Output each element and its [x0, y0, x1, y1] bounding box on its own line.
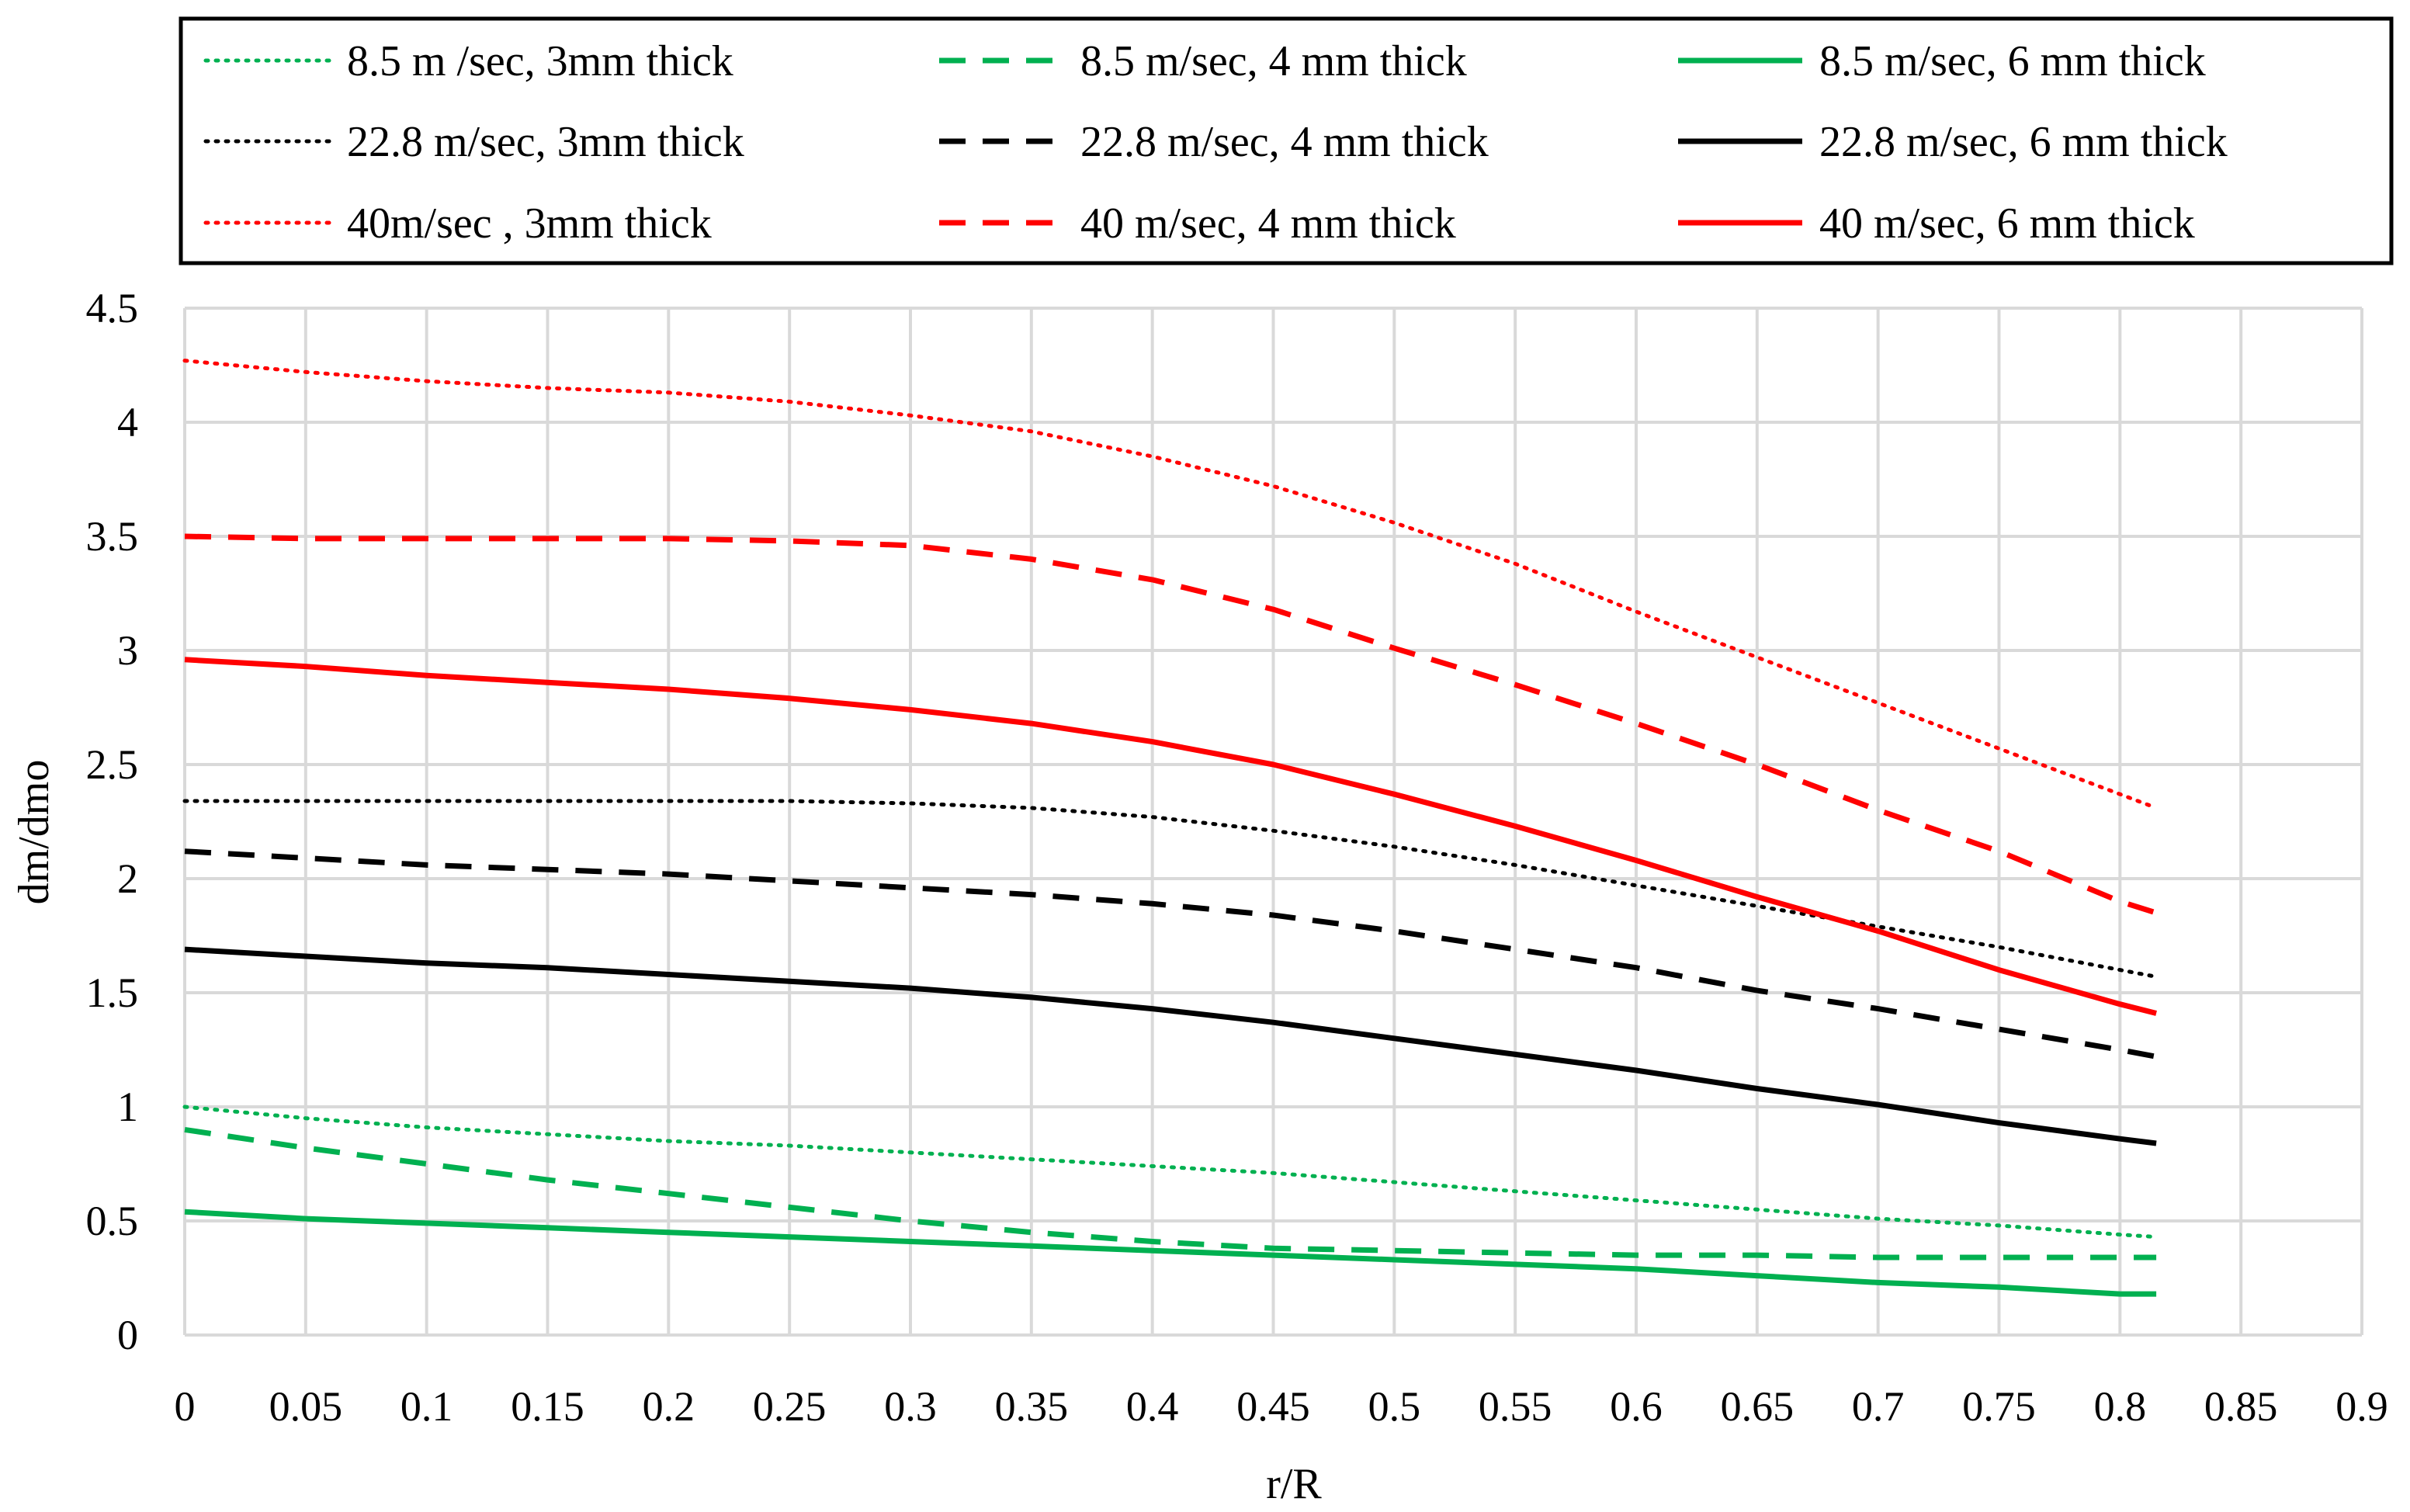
grid	[183, 307, 2363, 1337]
plot-area: 0 0.05 0.1 0.15 0.2 0.25 0.3 0.35 0.4 0.45 0.5 0.55…	[86, 285, 2388, 1430]
y-tick-label: 4	[117, 399, 138, 446]
legend-entries: 8.5 m /sec, 3mm thick 8.5 m/sec, 4 mm thi…	[203, 37, 2228, 248]
legend-entry-4: 22.8 m/sec, 3mm thick	[203, 118, 744, 166]
series-line-6	[184, 946, 2157, 1146]
legend-label: 8.5 m /sec, 3mm thick	[347, 37, 733, 85]
series-group	[182, 359, 2159, 1297]
x-tick-label: 0.9	[2335, 1383, 2388, 1430]
y-tick-label: 3.5	[86, 513, 139, 560]
x-tick-label: 0.5	[1368, 1383, 1421, 1430]
legend-label: 22.8 m/sec, 3mm thick	[347, 118, 744, 166]
legend-entry-8: 40 m/sec, 4 mm thick	[939, 199, 1456, 248]
legend-entry-9: 40 m/sec, 6 mm thick	[1678, 199, 2195, 248]
legend-label: 40 m/sec, 4 mm thick	[1080, 199, 1456, 248]
series-line-4	[182, 799, 2159, 979]
legend-entry-7: 40m/sec , 3mm thick	[203, 199, 712, 248]
legend: 8.5 m /sec, 3mm thick 8.5 m/sec, 4 mm thi…	[179, 16, 2394, 265]
legend-entry-2: 8.5 m/sec, 4 mm thick	[939, 37, 1467, 85]
legend-label: 8.5 m/sec, 4 mm thick	[1080, 37, 1467, 85]
series-line-9	[184, 657, 2157, 1016]
legend-label: 40 m/sec, 6 mm thick	[1819, 199, 2195, 248]
series-line-1	[182, 1105, 2159, 1240]
x-axis-title: r/R	[1266, 1460, 1322, 1508]
y-tick-label: 1.5	[86, 969, 139, 1016]
x-axis-ticks: 0 0.05 0.1 0.15 0.2 0.25 0.3 0.35 0.4 0.45 0.5 0.55…	[175, 1383, 2388, 1430]
x-tick-label: 0.75	[1962, 1383, 2036, 1430]
y-tick-label: 3	[117, 627, 138, 674]
series-line-7	[182, 359, 2159, 810]
x-tick-label: 0.45	[1236, 1383, 1310, 1430]
x-tick-label: 0.3	[884, 1383, 937, 1430]
x-tick-label: 0.85	[2204, 1383, 2278, 1430]
y-axis-ticks: 0 0.5 1 1.5 2 2.5 3 3.5 4 4.5	[86, 285, 139, 1358]
legend-label: 22.8 m/sec, 4 mm thick	[1080, 118, 1489, 166]
x-tick-label: 0.25	[753, 1383, 827, 1430]
series-line-2	[184, 1126, 2157, 1261]
series-line-8	[184, 533, 2158, 916]
x-tick-label: 0.8	[2094, 1383, 2147, 1430]
x-tick-label: 0.1	[401, 1383, 453, 1430]
legend-label: 22.8 m/sec, 6 mm thick	[1819, 118, 2228, 166]
y-tick-label: 0.5	[86, 1198, 139, 1244]
legend-entry-1: 8.5 m /sec, 3mm thick	[203, 37, 733, 85]
y-tick-label: 4.5	[86, 285, 139, 331]
y-tick-label: 2	[117, 855, 138, 902]
y-axis-title: dm/dmo	[10, 760, 58, 905]
legend-label: 8.5 m/sec, 6 mm thick	[1819, 37, 2206, 85]
y-tick-label: 1	[117, 1084, 138, 1130]
x-tick-label: 0.6	[1610, 1383, 1663, 1430]
x-tick-label: 0.2	[643, 1383, 695, 1430]
x-tick-label: 0.35	[995, 1383, 1069, 1430]
x-tick-label: 0.65	[1721, 1383, 1794, 1430]
x-tick-label: 0	[175, 1383, 196, 1430]
legend-entry-5: 22.8 m/sec, 4 mm thick	[939, 118, 1489, 166]
legend-label: 40m/sec , 3mm thick	[347, 199, 712, 248]
legend-entry-6: 22.8 m/sec, 6 mm thick	[1678, 118, 2228, 166]
x-tick-label: 0.55	[1479, 1383, 1552, 1430]
legend-box	[179, 16, 2394, 265]
y-tick-label: 0	[117, 1312, 138, 1358]
series-line-3	[184, 1209, 2157, 1297]
x-tick-label: 0.05	[269, 1383, 343, 1430]
x-tick-label: 0.15	[511, 1383, 584, 1430]
y-tick-label: 2.5	[86, 741, 139, 788]
x-tick-label: 0.7	[1852, 1383, 1905, 1430]
x-tick-label: 0.4	[1126, 1383, 1179, 1430]
legend-entry-3: 8.5 m/sec, 6 mm thick	[1678, 37, 2206, 85]
